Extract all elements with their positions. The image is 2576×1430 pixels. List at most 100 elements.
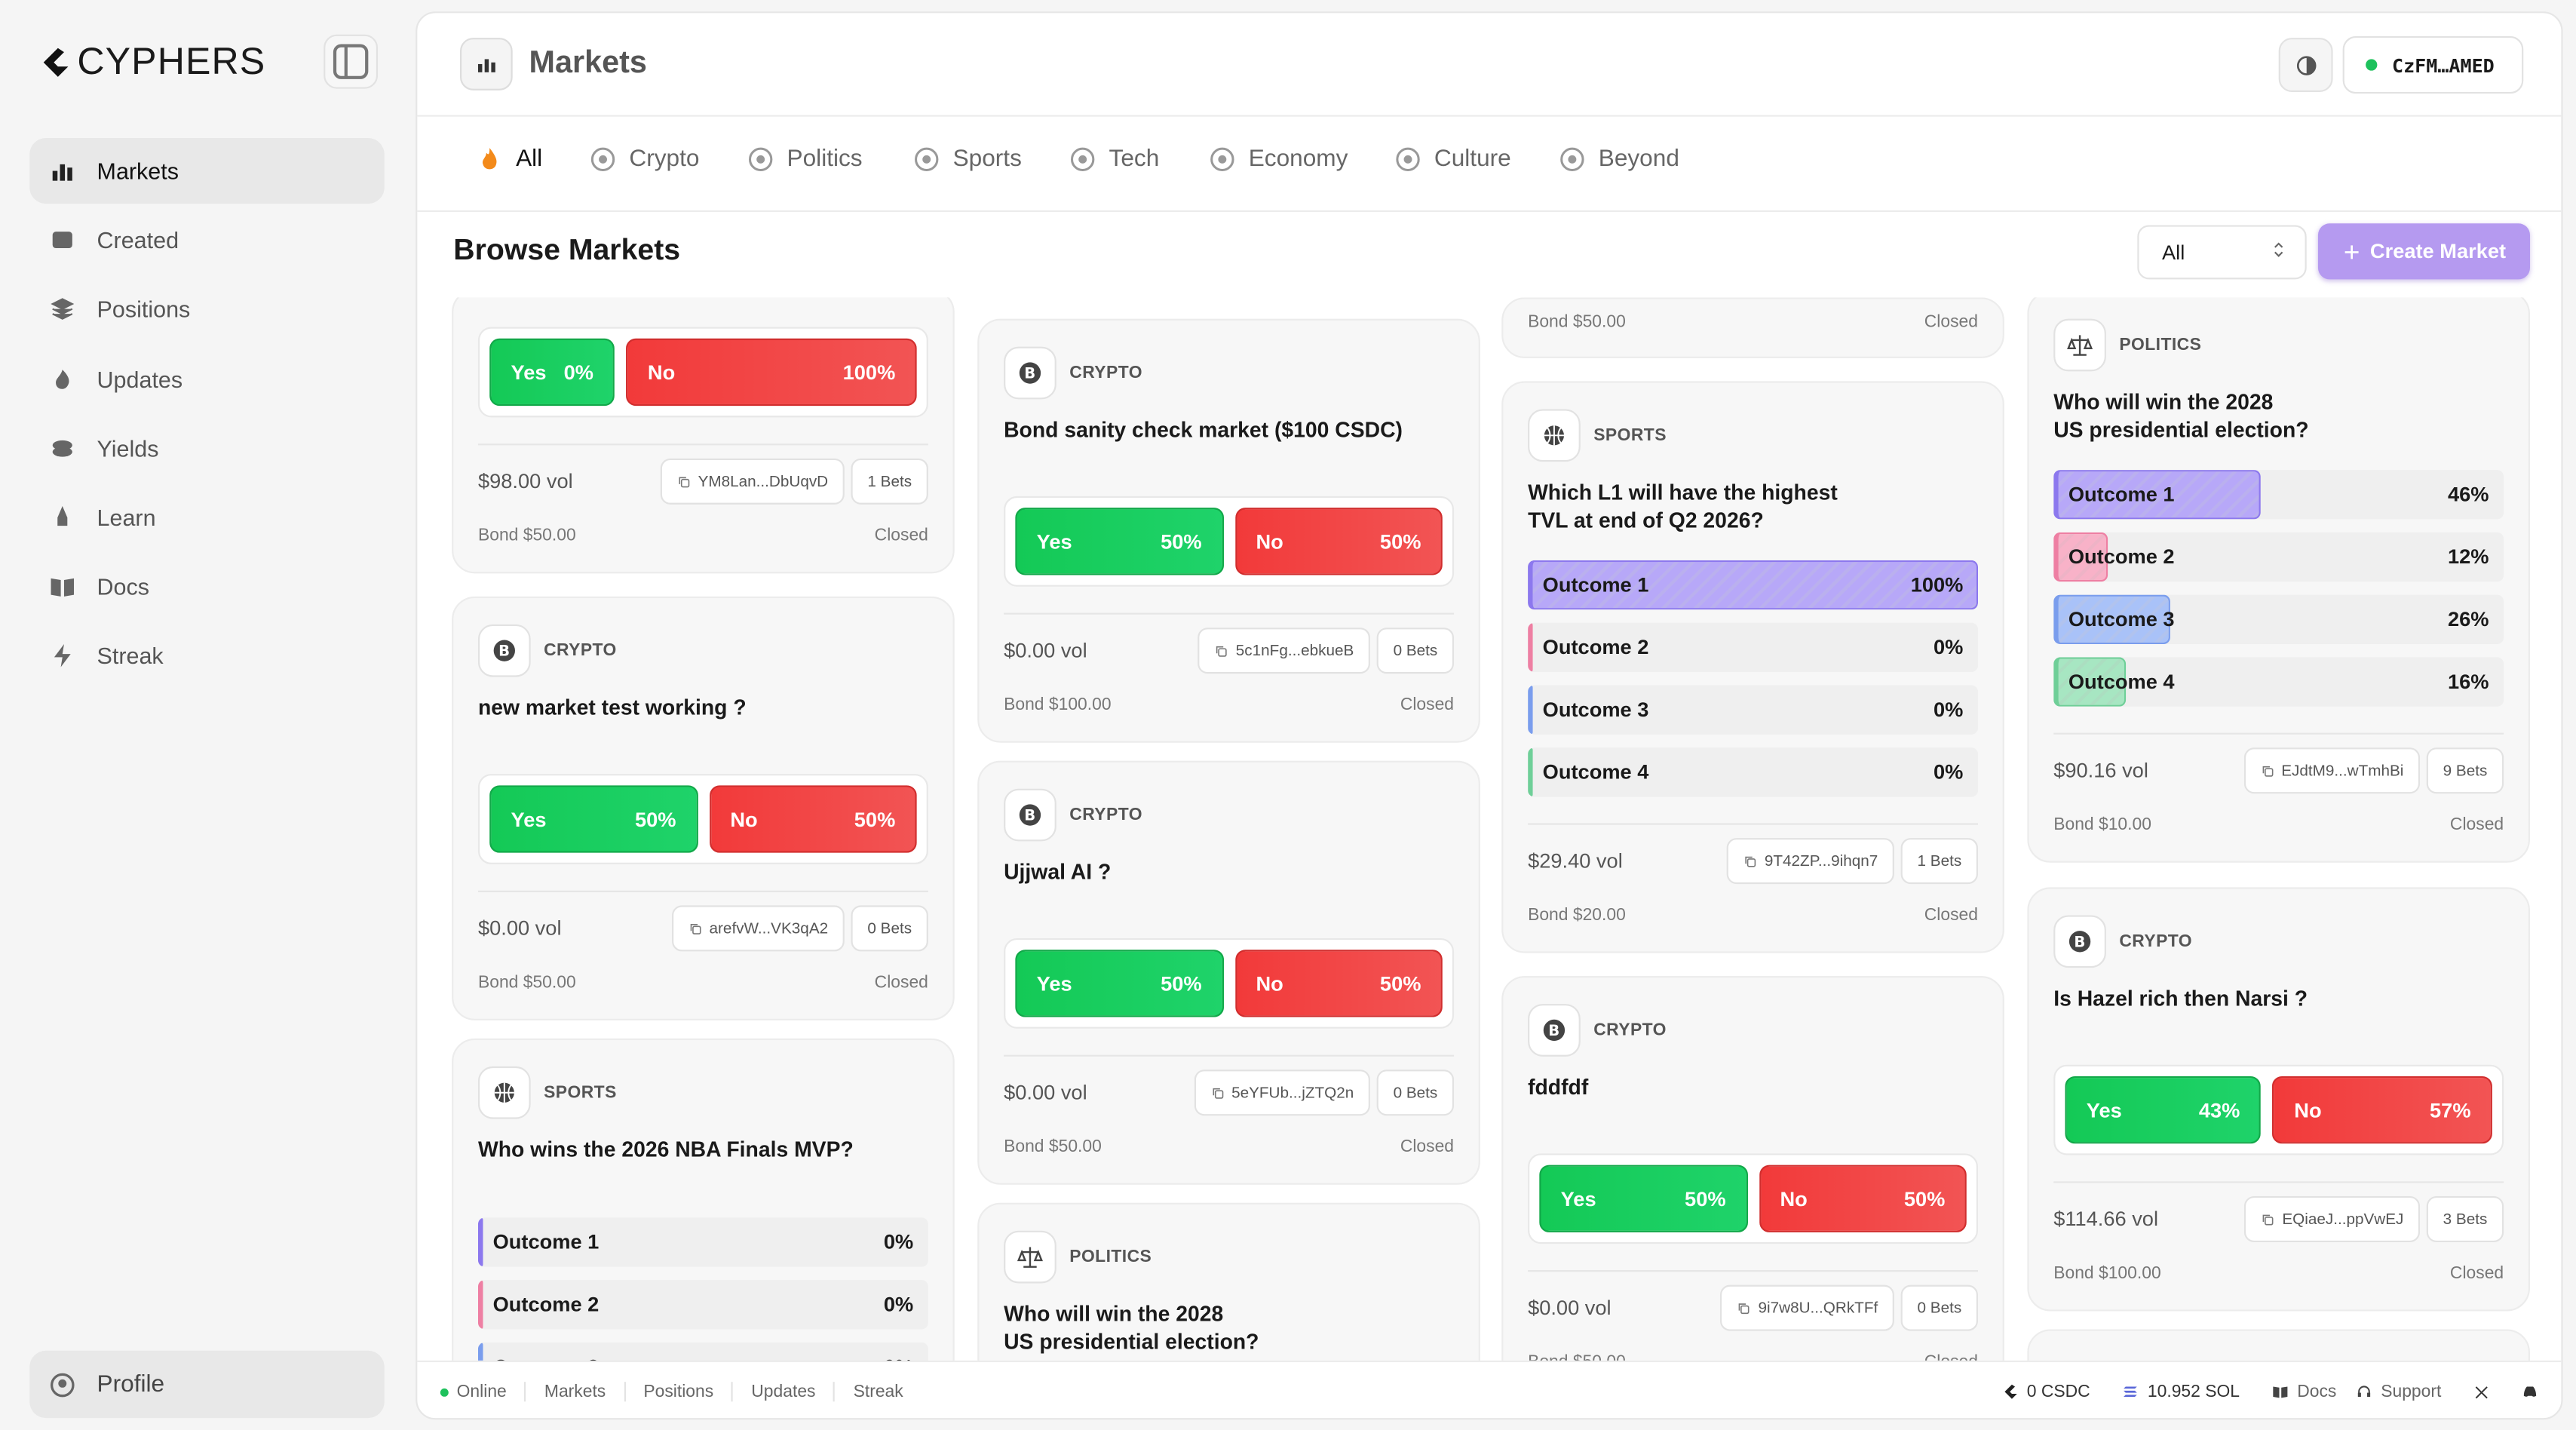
market-card[interactable]: Yes 0% No 100% $98.00 vol YM8Lan...DbUqvD 1 Be… <box>452 297 955 574</box>
wallet-button[interactable]: CzFM…AMED <box>2342 35 2524 94</box>
yes-button[interactable]: Yes 50% <box>489 785 698 853</box>
discord-link[interactable] <box>2522 1383 2538 1400</box>
no-button[interactable]: No 50% <box>1234 508 1443 575</box>
outcome-row[interactable]: Outcome 2 0% <box>477 1280 928 1330</box>
theme-toggle[interactable] <box>2278 38 2333 92</box>
outcome-row[interactable]: Outcome 2 0% <box>1528 622 1978 673</box>
category-tab[interactable]: Tech <box>1069 146 1159 173</box>
footer-link[interactable]: Support <box>2357 1382 2441 1401</box>
address-chip[interactable]: EQiaeJ...ppVwEJ <box>2244 1195 2421 1242</box>
category-tab[interactable]: Beyond <box>1559 146 1679 173</box>
x-link[interactable] <box>2474 1384 2489 1399</box>
filter-value: All <box>2161 241 2185 264</box>
footer-text: Online <box>456 1382 507 1402</box>
outcome-row[interactable]: Outcome 3 0% <box>477 1342 928 1363</box>
nav-item[interactable]: Yields <box>29 416 385 481</box>
market-card[interactable]: B CRYPTO Is Hazel rich then Narsi ? Yes 43% N… <box>2027 887 2530 1312</box>
outcome-row[interactable]: Outcome 3 0% <box>1528 685 1978 735</box>
icon <box>2067 335 2093 356</box>
online-status: Online <box>417 1382 524 1401</box>
volume: $0.00 vol <box>477 916 562 941</box>
footer-link[interactable]: Streak <box>833 1382 921 1402</box>
category-tab[interactable]: Politics <box>747 146 863 173</box>
no-button[interactable]: No 57% <box>2272 1076 2492 1144</box>
address: 5eYFUb...jZTQ2n <box>1231 1083 1354 1102</box>
market-card[interactable]: Bond $50.00 Closed <box>1501 297 2004 358</box>
outcome-text: Outcome 1 0% <box>493 1217 914 1266</box>
section-title: Browse Markets <box>453 233 681 266</box>
outcome-row[interactable]: Outcome 1 0% <box>477 1217 928 1267</box>
no-button[interactable]: No 50% <box>1759 1165 1967 1232</box>
brand[interactable]: CYPHERS <box>39 39 265 84</box>
nav-item[interactable]: Positions <box>29 277 385 342</box>
yes-button[interactable]: Yes 43% <box>2065 1076 2262 1144</box>
category-tab[interactable]: Sports <box>913 146 1022 173</box>
header-icon <box>459 38 513 91</box>
main-panel: Markets CzFM…AMED All Crypto Politics Sports T… <box>416 11 2563 1420</box>
create-market-button[interactable]: Create Market <box>2317 223 2530 280</box>
profile-button[interactable]: Profile <box>29 1350 385 1419</box>
market-grid: Yes 0% No 100% $98.00 vol YM8Lan...DbUqvD 1 Be… <box>417 297 2561 1363</box>
market-card[interactable]: SPORTS Which L1 will have the highest TVL… <box>1501 381 2004 953</box>
balance: 0 CSDC <box>2002 1382 2090 1401</box>
outcome-label: Outcome 4 <box>2068 670 2175 694</box>
address-chip[interactable]: 9T42ZP...9ihqn7 <box>1726 838 1895 885</box>
address-chip[interactable]: 5c1nFg...ebkueB <box>1198 628 1371 674</box>
yes-button[interactable]: Yes 0% <box>489 338 615 407</box>
address-chip[interactable]: 5eYFUb...jZTQ2n <box>1193 1069 1371 1116</box>
yes-button[interactable]: Yes 50% <box>1015 508 1223 575</box>
outcome-row[interactable]: Outcome 1 46% <box>2053 470 2504 520</box>
category-tab[interactable]: Crypto <box>590 146 699 173</box>
category-tab[interactable]: Culture <box>1395 146 1511 173</box>
outcome-percent: 50% <box>1379 971 1421 996</box>
nav-item[interactable]: Markets <box>29 137 385 204</box>
tab-icon <box>1560 147 1584 172</box>
footer-link[interactable]: Markets <box>524 1382 624 1402</box>
market-card[interactable]: B CRYPTO fddfdf Yes 50% No 50% $0.00 vol 9i7w8U.… <box>1501 976 2004 1363</box>
nav-item[interactable]: Created <box>29 207 385 273</box>
no-button[interactable]: No 50% <box>1234 950 1443 1017</box>
outcome-label: Outcome 1 <box>492 1230 600 1254</box>
yes-button[interactable]: Yes 50% <box>1015 950 1223 1017</box>
address-chip[interactable]: arefvW...VK3qA2 <box>671 905 845 952</box>
footer-link[interactable]: Updates <box>731 1382 833 1402</box>
collapse-button[interactable] <box>324 34 379 89</box>
binary-outcomes: Yes 50% No 50% <box>1004 937 1455 1029</box>
outcome-bar <box>1528 747 1533 797</box>
market-card[interactable]: SPORTS Who wins the 2026 NBA Finals MVP? O… <box>452 1038 955 1363</box>
address-chip[interactable]: 9i7w8U...QRkTFf <box>1720 1284 1895 1331</box>
no-button[interactable]: No 50% <box>709 785 917 853</box>
nav-label: Markets <box>97 158 179 184</box>
copy-icon <box>2262 1214 2274 1225</box>
footer-link[interactable]: Docs <box>2273 1382 2336 1401</box>
address-chip[interactable]: YM8Lan...DbUqvD <box>660 458 845 505</box>
market-card[interactable]: POLITICS Who will win the 2028 US preside… <box>977 1202 1480 1363</box>
outcome-row[interactable]: Outcome 1 100% <box>1528 560 1978 610</box>
nav-item[interactable]: Updates <box>29 346 385 412</box>
no-button[interactable]: No 100% <box>626 338 917 407</box>
market-card[interactable]: B CRYPTO Ujjwal AI ? Yes 50% No 50% $0.00 vol 5e… <box>977 760 1480 1185</box>
icon: B <box>1019 804 1041 826</box>
nav-item[interactable]: Learn <box>29 485 385 551</box>
filter-select[interactable]: All <box>2137 225 2307 280</box>
bond: Bond $50.00 <box>1004 1137 1102 1157</box>
nav-item[interactable]: Docs <box>29 554 385 620</box>
outcome-row[interactable]: Outcome 2 12% <box>2053 532 2504 582</box>
category-tab[interactable]: Economy <box>1209 146 1348 173</box>
category-tab[interactable]: All <box>477 146 542 173</box>
nav-item[interactable]: Streak <box>29 624 385 689</box>
footer-link[interactable]: Positions <box>624 1382 731 1402</box>
category-icon <box>1528 409 1581 462</box>
tab-label: Sports <box>952 146 1022 173</box>
market-card[interactable]: B CRYPTO Bond sanity check market ($100 CS… <box>977 318 1480 743</box>
outcome-row[interactable]: Outcome 3 26% <box>2053 594 2504 644</box>
outcome-row[interactable]: Outcome 4 16% <box>2053 657 2504 707</box>
card-divider <box>1528 823 1978 825</box>
multi-outcomes: Outcome 1 0% Outcome 2 0% Outcome 3 0% <box>477 1217 928 1363</box>
yes-button[interactable]: Yes 50% <box>1539 1165 1747 1232</box>
market-question: Bond sanity check market ($100 CSDC) <box>1004 417 1403 443</box>
market-card[interactable]: POLITICS Who will win the 2028 US preside… <box>2027 297 2530 863</box>
address-chip[interactable]: EJdtM9...wTmhBi <box>2243 747 2421 794</box>
market-card[interactable]: B CRYPTO new market test working ? Yes 50% No… <box>452 596 955 1020</box>
outcome-row[interactable]: Outcome 4 0% <box>1528 747 1978 797</box>
